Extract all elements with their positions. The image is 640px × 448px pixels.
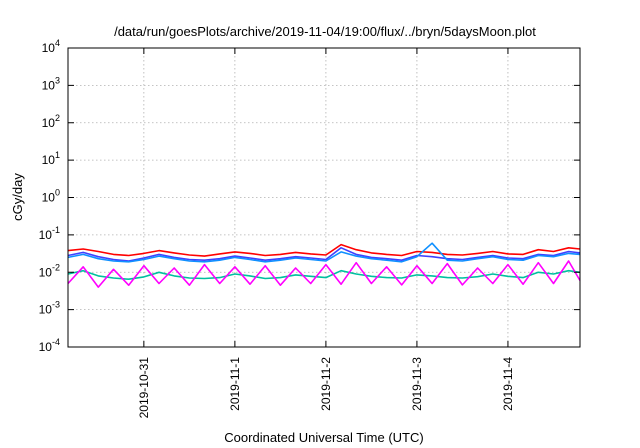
series-lines: [67, 242, 581, 288]
x-tick-label: 2019-11-2: [319, 357, 333, 411]
series-line-4: [67, 260, 581, 288]
y-axis: 10-4 10-3 10-2 10-1 100 101 102 103 104: [39, 38, 580, 354]
x-tick-label: 2019-11-3: [410, 357, 424, 411]
y-tick-label: 104: [42, 38, 60, 55]
y-tick-label: 103: [42, 75, 60, 92]
x-tick-label: 2019-11-4: [501, 357, 515, 411]
series-line-2: [67, 247, 581, 262]
chart-title: /data/run/goesPlots/archive/2019-11-04/1…: [114, 24, 536, 39]
y-tick-label: 10-4: [39, 337, 60, 354]
x-axis: 2019-10-31 2019-11-1 2019-11-2 2019-11-3 201…: [137, 48, 515, 418]
grid: [68, 48, 580, 347]
x-tick-label: 2019-10-31: [137, 357, 151, 419]
y-tick-label: 10-3: [39, 300, 60, 317]
series-line-3: [67, 242, 581, 263]
y-tick-label: 100: [42, 188, 60, 205]
y-tick-label: 102: [42, 113, 60, 130]
series-line-0: [67, 243, 581, 257]
x-axis-label: Coordinated Universal Time (UTC): [224, 430, 423, 445]
y-tick-label: 101: [42, 150, 60, 167]
x-tick-label: 2019-11-1: [228, 357, 242, 411]
y-axis-label: cGy/day: [10, 173, 25, 221]
y-tick-label: 10-2: [39, 262, 60, 279]
series-line-1: [67, 269, 581, 281]
y-tick-label: 10-1: [39, 225, 60, 242]
